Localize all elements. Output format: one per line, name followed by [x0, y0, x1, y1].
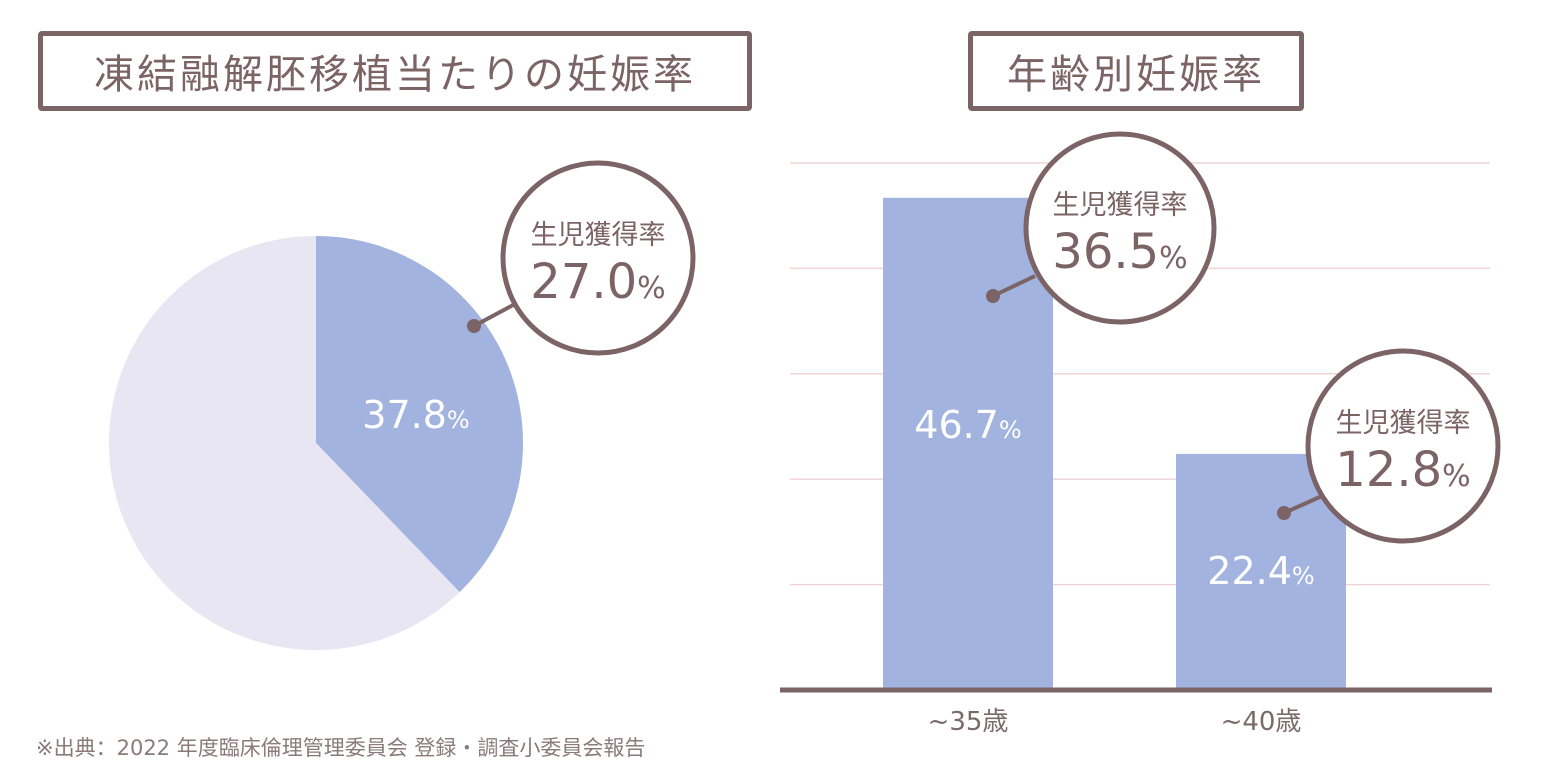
bar-0-value-label: 46.7%: [914, 403, 1021, 447]
bar-chart-title: 年齢別妊娠率: [968, 31, 1304, 111]
x-tick-label-1: ~40歳: [1221, 707, 1302, 737]
bar-0-callout-dot: [986, 289, 1000, 303]
bar-0-callout-label: 生児獲得率: [1053, 190, 1188, 221]
source-note: ※出典：2022 年度臨床倫理管理委員会 登録・調査小委員会報告: [36, 736, 646, 760]
pie-callout-leader: [473, 302, 516, 328]
bar-1-callout-circle: [1305, 348, 1501, 544]
pie-slice-1: [108, 236, 460, 651]
pie-callout-circle: [500, 160, 696, 356]
pie-callout-dot: [467, 319, 481, 333]
pie-slice-0-label: 37.8%: [362, 393, 469, 437]
bar-0-callout-value: 36.5%: [1052, 224, 1187, 280]
pie-chart-title: 凍結融解胚移植当たりの妊娠率: [38, 31, 752, 111]
bar-0-callout-circle: [1023, 131, 1217, 325]
bar-1: [1176, 453, 1346, 690]
bar-1-callout-dot: [1277, 506, 1291, 520]
bar-1-value-label: 22.4%: [1207, 549, 1314, 593]
bar-1-callout-value: 12.8%: [1335, 442, 1470, 498]
pie-callout-value: 27.0%: [530, 254, 665, 310]
bar-1-callout-label: 生児獲得率: [1336, 408, 1471, 439]
pie-callout-label: 生児獲得率: [531, 220, 666, 251]
bar-0-callout-leader: [992, 274, 1036, 298]
x-tick-label-0: ~35歳: [928, 707, 1009, 737]
